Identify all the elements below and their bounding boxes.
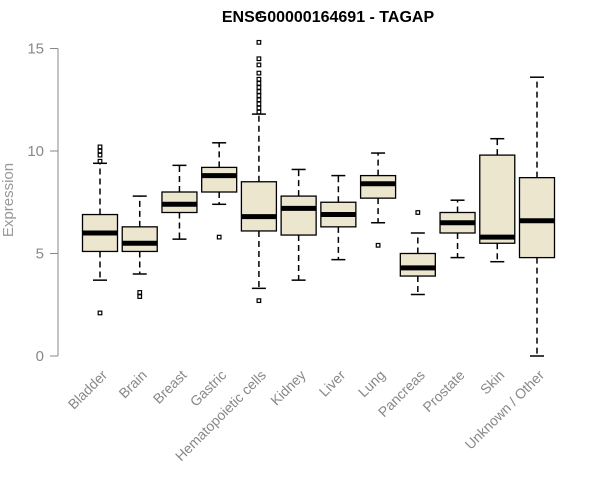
outlier-point (256, 105, 262, 111)
box-group (439, 199, 476, 259)
outlier-point (97, 144, 103, 150)
box-group (121, 195, 158, 299)
iqr-box (240, 181, 278, 232)
y-tick-label: 10 (27, 143, 44, 160)
x-tick-label: Kidney (267, 367, 309, 409)
iqr-box (280, 195, 317, 236)
iqr-box (399, 252, 436, 277)
chart-title: ENSG00000164691 - TAGAP (222, 9, 435, 26)
outlier-point (216, 234, 222, 240)
outlier-point (137, 290, 143, 295)
box-group (518, 76, 556, 357)
outlier-point (256, 13, 262, 19)
box-group (399, 210, 436, 296)
box-group (81, 144, 119, 316)
box-group (359, 152, 397, 248)
box-group (320, 174, 357, 261)
x-tick-label: Brain (115, 367, 149, 401)
box-group (201, 142, 238, 240)
outlier-point (97, 148, 103, 154)
iqr-box (359, 174, 397, 199)
outlier-point (97, 158, 103, 164)
outlier-point (256, 298, 262, 304)
outlier-point (256, 56, 262, 62)
iqr-box (518, 176, 556, 259)
outlier-point (256, 62, 262, 68)
y-axis-label: Expression (0, 163, 17, 237)
box-group (479, 137, 516, 263)
iqr-box (479, 154, 516, 244)
outlier-point (375, 242, 381, 248)
box-group (161, 164, 198, 240)
y-axis: 0 5 10 15 (27, 41, 59, 365)
box-group (240, 13, 278, 304)
outlier-point (256, 89, 262, 94)
x-tick-label: Breast (150, 367, 190, 407)
outlier-point (256, 85, 262, 90)
iqr-box (201, 166, 238, 193)
outlier-point (256, 97, 262, 103)
x-tick-label: Bladder (65, 367, 111, 413)
iqr-box (121, 226, 158, 253)
plot-area (81, 13, 556, 357)
outlier-point (256, 39, 262, 45)
y-tick-label: 15 (27, 41, 44, 58)
outlier-point (256, 70, 262, 76)
x-tick-label: Lung (355, 367, 388, 400)
x-tick-label: Skin (477, 367, 508, 398)
y-tick-label: 0 (36, 348, 44, 365)
outlier-point (415, 210, 421, 215)
outlier-point (137, 294, 143, 299)
box-group (280, 168, 317, 281)
outlier-point (97, 152, 103, 158)
outlier-point (256, 101, 262, 107)
outlier-point (256, 109, 262, 115)
outlier-point (97, 310, 103, 316)
x-tick-label: Liver (316, 367, 349, 400)
outlier-point (256, 76, 262, 82)
outlier-point (256, 93, 262, 99)
outlier-point (256, 80, 262, 86)
y-tick-label: 5 (36, 246, 44, 263)
x-tick-label: Prostate (419, 367, 467, 415)
